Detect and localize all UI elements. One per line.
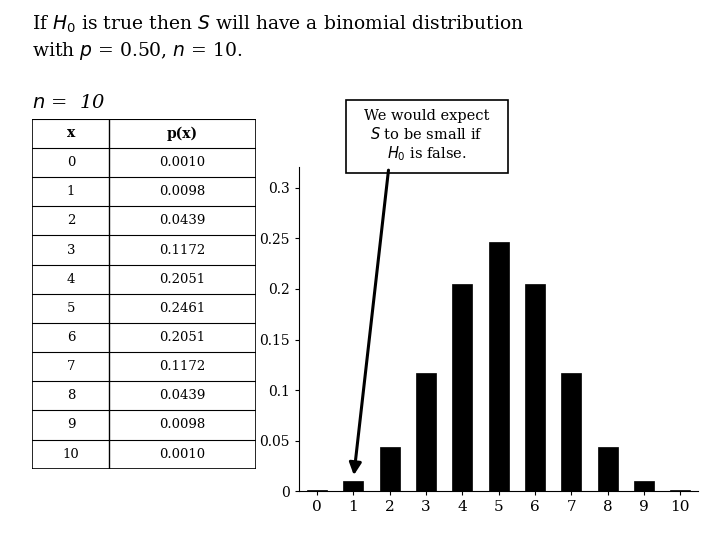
Text: 0.0439: 0.0439 bbox=[159, 389, 206, 402]
Text: 9: 9 bbox=[67, 418, 75, 431]
Text: 0.0098: 0.0098 bbox=[159, 185, 206, 198]
Text: 8: 8 bbox=[67, 389, 75, 402]
Text: 7: 7 bbox=[67, 360, 75, 373]
Bar bbox=[634, 482, 654, 491]
Text: 0.1172: 0.1172 bbox=[159, 360, 206, 373]
Bar bbox=[525, 284, 545, 491]
Text: 1: 1 bbox=[67, 185, 75, 198]
Text: 0.0098: 0.0098 bbox=[159, 418, 206, 431]
Text: 10: 10 bbox=[63, 448, 79, 461]
Text: 0.2461: 0.2461 bbox=[159, 302, 206, 315]
Text: 0.2051: 0.2051 bbox=[159, 331, 205, 344]
Bar bbox=[598, 447, 618, 491]
Text: 0.0010: 0.0010 bbox=[159, 448, 205, 461]
Bar bbox=[452, 284, 472, 491]
Bar bbox=[307, 490, 327, 491]
Text: with $p$ = 0.50, $n$ = 10.: with $p$ = 0.50, $n$ = 10. bbox=[32, 40, 243, 63]
Bar bbox=[343, 482, 364, 491]
Text: 0: 0 bbox=[67, 156, 75, 169]
Text: We would expect
$S$ to be small if
$H_0$ is false.: We would expect $S$ to be small if $H_0$… bbox=[364, 109, 490, 164]
Text: 5: 5 bbox=[67, 302, 75, 315]
Text: 0.0010: 0.0010 bbox=[159, 156, 205, 169]
Text: p(x): p(x) bbox=[167, 126, 198, 140]
Text: $n$ =  10: $n$ = 10 bbox=[32, 94, 106, 112]
Text: 2: 2 bbox=[67, 214, 75, 227]
Bar bbox=[416, 373, 436, 491]
Text: 0.0439: 0.0439 bbox=[159, 214, 206, 227]
Bar bbox=[670, 490, 690, 491]
Text: If $H_0$ is true then $S$ will have a binomial distribution: If $H_0$ is true then $S$ will have a bi… bbox=[32, 14, 524, 35]
Bar bbox=[489, 242, 508, 491]
Text: 4: 4 bbox=[67, 273, 75, 286]
Text: 6: 6 bbox=[67, 331, 75, 344]
Text: 0.1172: 0.1172 bbox=[159, 244, 206, 256]
Bar bbox=[562, 373, 581, 491]
Text: 3: 3 bbox=[67, 244, 75, 256]
Bar bbox=[379, 447, 400, 491]
Text: x: x bbox=[67, 126, 75, 140]
Text: 0.2051: 0.2051 bbox=[159, 273, 205, 286]
